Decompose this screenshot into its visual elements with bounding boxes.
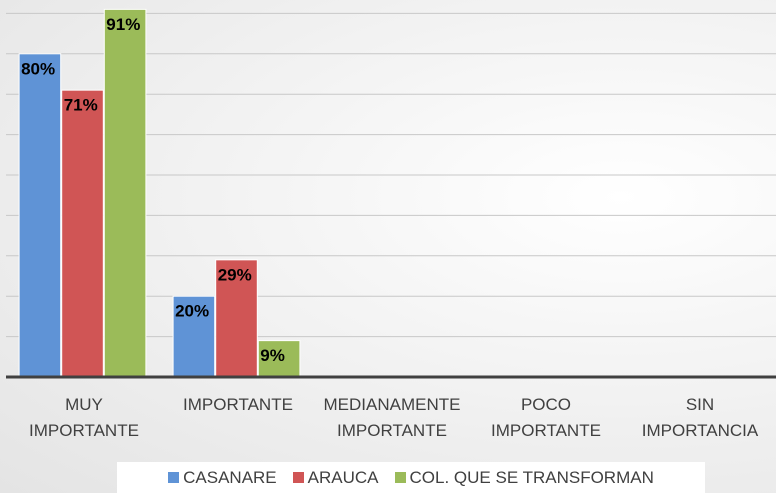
bar [215,259,258,378]
legend-swatch [168,472,180,483]
legend-swatch [394,472,406,483]
x-tick-label: IMPORTANTE [183,395,293,414]
data-label: 29% [218,265,252,284]
bar [257,340,301,378]
bar [61,89,104,378]
bar [18,53,62,378]
x-tick-label: SIN IMPORTANCIA [641,395,759,440]
legend-label: CASANARE [183,467,277,487]
x-tick-label: POCO IMPORTANTE [491,395,601,440]
legend-item: CASANARE [168,468,277,488]
data-label: 20% [175,302,209,321]
data-label: 71% [64,96,98,115]
legend-item: ARAUCA [292,467,379,488]
legend: CASANARE ARAUCA COL. QUE SE TRANSFORMAN [117,462,705,493]
legend-label: ARAUCA [307,467,379,487]
legend-item: COL. QUE SE TRANSFORMAN [394,467,654,488]
bar [172,295,216,378]
data-label: 9% [260,346,285,365]
x-tick-label: MEDIANAMENTE IMPORTANTE [323,395,461,440]
data-label: 91% [106,15,140,34]
bar [103,8,147,378]
legend-label: COL. QUE SE TRANSFORMAN [409,467,654,487]
legend-swatch [292,472,304,483]
data-label: 80% [21,59,55,78]
x-tick-label: MUY IMPORTANTE [29,395,139,440]
